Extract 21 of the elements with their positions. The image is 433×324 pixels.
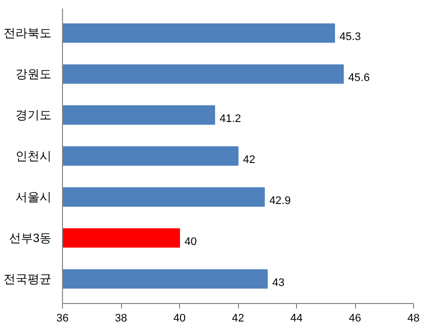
x-tick-label: 38: [114, 312, 128, 324]
data-label: 42.9: [269, 194, 291, 207]
x-tick-label: 42: [232, 312, 244, 324]
y-tick-label: 전라북도: [4, 26, 52, 40]
data-label: 42: [243, 154, 256, 166]
y-tick-label: 경기도: [16, 108, 52, 122]
y-tick-label: 전국평균: [4, 272, 52, 286]
x-tick-label: 44: [290, 312, 303, 324]
y-tick-label: 인천시: [16, 149, 52, 163]
data-label: 41.2: [220, 113, 242, 126]
y-tick-label: 서울시: [16, 190, 52, 204]
y-tick-label: 강원도: [16, 67, 52, 82]
y-tick-label: 선부3동: [8, 230, 52, 245]
x-tick-label: 36: [56, 312, 69, 324]
x-tick-label: 48: [407, 312, 420, 324]
data-label: 43: [272, 276, 284, 289]
x-tick-label: 46: [348, 312, 362, 324]
data-label: 45.3: [340, 31, 361, 44]
x-tick-label: 40: [173, 312, 186, 324]
data-label: 45.6: [348, 72, 370, 84]
data-label: 40: [184, 236, 197, 248]
